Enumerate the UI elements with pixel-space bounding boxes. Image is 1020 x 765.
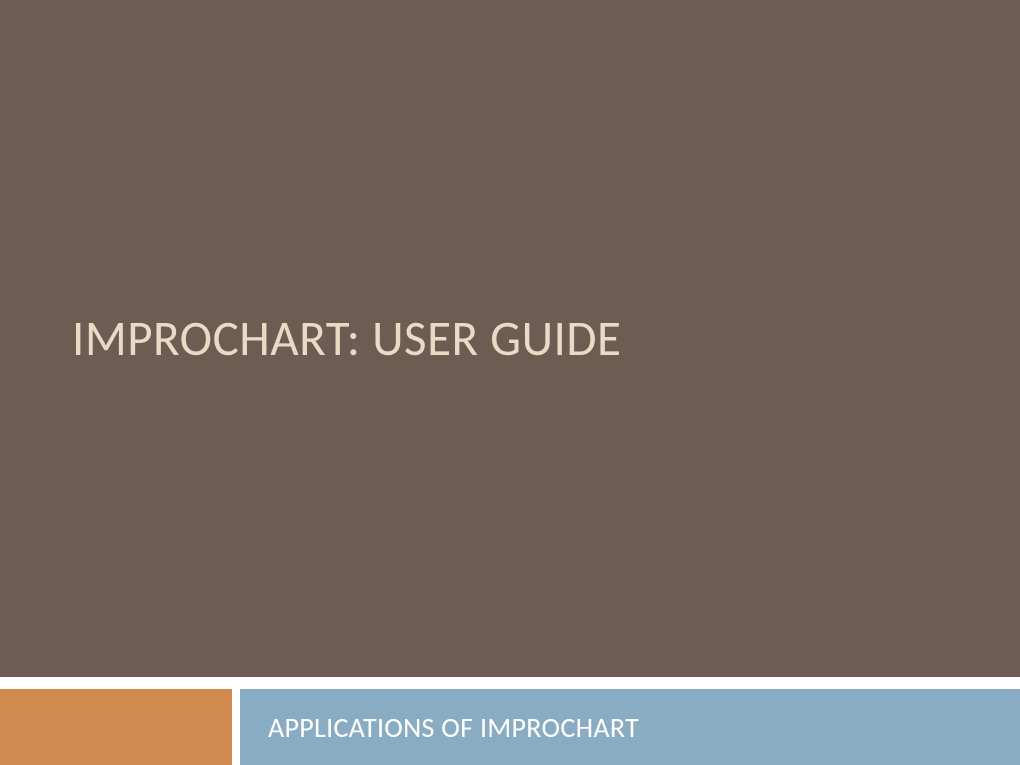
main-title-area: IMPROCHART: USER GUIDE bbox=[0, 0, 1020, 677]
slide-title: IMPROCHART: USER GUIDE bbox=[72, 309, 621, 369]
footer-subtitle-bar: APPLICATIONS OF IMPROCHART bbox=[240, 689, 1020, 765]
footer-gap bbox=[232, 689, 240, 765]
presentation-slide: IMPROCHART: USER GUIDE APPLICATIONS OF I… bbox=[0, 0, 1020, 765]
divider-strip bbox=[0, 677, 1020, 689]
footer-accent-block bbox=[0, 689, 232, 765]
footer-bar: APPLICATIONS OF IMPROCHART bbox=[0, 689, 1020, 765]
slide-subtitle: APPLICATIONS OF IMPROCHART bbox=[268, 710, 639, 745]
